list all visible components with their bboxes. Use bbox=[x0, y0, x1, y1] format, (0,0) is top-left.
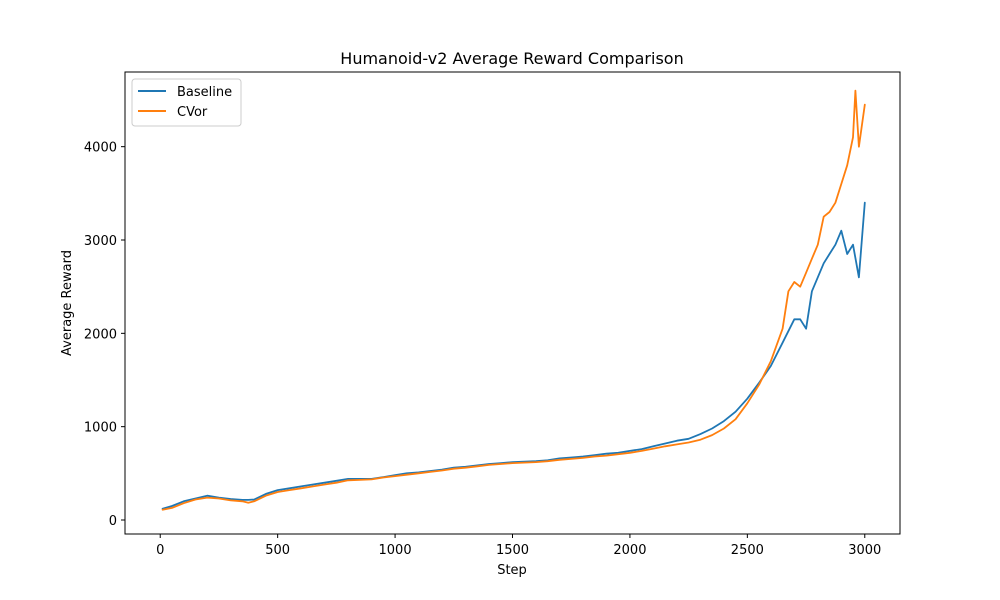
y-tick-label: 3000 bbox=[84, 234, 117, 249]
x-tick-label: 2000 bbox=[613, 543, 646, 558]
legend-label-cvor: CVor bbox=[177, 105, 208, 120]
legend: Baseline CVor bbox=[131, 78, 242, 127]
x-tick-label: 0 bbox=[156, 543, 164, 558]
x-tick-label: 1500 bbox=[496, 543, 529, 558]
legend-label-baseline: Baseline bbox=[177, 85, 232, 100]
y-axis: 0 1000 2000 3000 4000 bbox=[84, 141, 125, 529]
y-tick-label: 2000 bbox=[84, 327, 117, 342]
plot-area bbox=[124, 71, 901, 535]
y-tick-label: 1000 bbox=[84, 421, 117, 436]
x-tick-label: 1000 bbox=[379, 543, 412, 558]
x-tick-label: 500 bbox=[265, 543, 290, 558]
x-tick-label: 3000 bbox=[848, 543, 881, 558]
series-line-cvor bbox=[161, 89, 866, 511]
chart-title: Humanoid-v2 Average Reward Comparison bbox=[340, 49, 683, 68]
y-tick-label: 4000 bbox=[84, 141, 117, 156]
x-axis-label: Step bbox=[497, 563, 527, 578]
x-tick-label: 2500 bbox=[731, 543, 764, 558]
x-axis: 0 500 1000 1500 2000 2500 3000 bbox=[156, 534, 881, 558]
series-layer bbox=[161, 89, 866, 511]
y-axis-label: Average Reward bbox=[60, 250, 75, 356]
y-tick-label: 0 bbox=[109, 514, 117, 529]
